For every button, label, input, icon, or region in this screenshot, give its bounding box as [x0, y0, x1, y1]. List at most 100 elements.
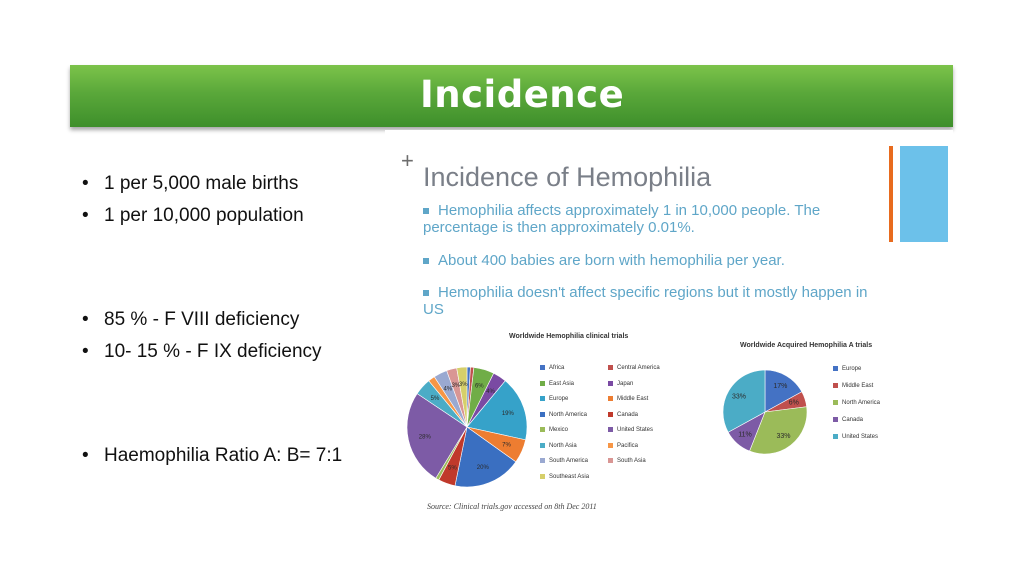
pie-data-label: 33% [777, 433, 791, 440]
legend-label: Southeast Asia [549, 473, 590, 480]
legend-label: Canada [617, 411, 639, 418]
legend-label: East Asia [549, 380, 575, 387]
embedded-bullet: Hemophilia affects approximately 1 in 10… [423, 202, 843, 236]
legend-item: Southeast Asia [540, 473, 590, 480]
bullet-text: 85 % - F VIII deficiency [104, 309, 300, 330]
legend-swatch [540, 396, 545, 401]
legend-label: United States [617, 427, 654, 434]
embedded-bullet-text: About 400 babies are born with hemophili… [438, 252, 785, 269]
legend-swatch [540, 380, 545, 386]
legend-swatch [833, 434, 838, 439]
square-bullet-icon [423, 258, 429, 265]
embedded-title: Incidence of Hemophilia [423, 162, 712, 192]
legend-swatch [540, 365, 545, 370]
legend-swatch [540, 473, 545, 479]
bullet-item: • 1 per 5,000 male births [82, 173, 299, 194]
pie-data-label: 4% [443, 386, 452, 392]
pie-slice-europe [466, 380, 528, 441]
pie-data-label: 33% [732, 394, 746, 401]
legend-item: Middle East [833, 383, 873, 389]
legend-item: North America [540, 411, 588, 418]
legend-item: Canada [608, 411, 639, 418]
bullet-item: • 1 per 10,000 population [82, 205, 304, 226]
legend-swatch [608, 411, 613, 417]
bullet-text: Haemophilia Ratio A: B= 7:1 [104, 445, 343, 466]
pie-data-label: 6% [475, 384, 484, 390]
pie-data-label: 20% [477, 465, 490, 471]
legend-label: Africa [549, 365, 565, 372]
pie-slice-europe [764, 369, 803, 413]
legend-label: Mexico [549, 427, 569, 434]
orange-accent-bar [889, 146, 893, 242]
pie-data-label: 7% [502, 443, 511, 449]
legend-label: North Asia [549, 442, 577, 449]
legend-swatch [608, 458, 613, 463]
title-bar [70, 65, 953, 127]
pie-slice-southeast-asia [456, 366, 468, 428]
pie-slice-united-states [406, 393, 468, 479]
embedded-bullet: About 400 babies are born with hemophili… [423, 252, 843, 269]
slide-title: Incidence [420, 73, 625, 116]
legend-item: Pacifica [608, 442, 639, 449]
legend-label: Japan [617, 380, 634, 387]
legend-item: Japan [608, 380, 634, 387]
legend-swatch [608, 427, 613, 432]
pie-data-label: 17% [773, 383, 787, 390]
pie-data-label: 5% [448, 466, 457, 472]
legend-label: North America [842, 400, 881, 407]
embedded-bullet-text: Hemophilia affects approximately 1 in 10… [423, 202, 821, 236]
pie-data-label: 6% [789, 400, 799, 407]
legend-item: United States [833, 434, 878, 440]
embedded-bullet: Hemophilia doesn't affect specific regio… [423, 284, 883, 318]
chart2-legend: Europe Middle East North America Canada Unit… [833, 366, 943, 446]
legend-swatch [833, 366, 838, 371]
pie-data-label: 3% [452, 383, 461, 389]
legend-swatch [540, 411, 545, 417]
legend-item: Mexico [540, 427, 568, 433]
legend-swatch [608, 442, 613, 448]
legend-label: Middle East [617, 396, 649, 403]
legend-label: Europe [549, 396, 569, 403]
legend-item: Africa [540, 365, 564, 371]
legend-label: North America [549, 411, 588, 418]
square-bullet-icon [423, 290, 429, 297]
legend-item: South America [540, 458, 588, 464]
legend-item: South Asia [608, 458, 646, 464]
pie-data-label: 11% [738, 432, 752, 439]
square-bullet-icon [423, 208, 429, 215]
legend-item: North Asia [540, 442, 577, 449]
embedded-slide-image: + Incidence of Hemophilia Hemophilia aff… [385, 130, 953, 518]
legend-item: Middle East [608, 396, 648, 402]
pie-data-label: 19% [502, 411, 515, 417]
source-note: Source: Clinical trials.gov accessed on … [427, 502, 597, 511]
legend-label: Canada [842, 417, 864, 424]
legend-swatch [608, 396, 613, 401]
bullet-text: 10- 15 % - F IX deficiency [104, 341, 322, 362]
pie-slice-united-states [722, 369, 766, 433]
blue-accent-bar [900, 146, 948, 242]
bullet-text: 1 per 10,000 population [104, 205, 304, 226]
pie-data-label: 5% [431, 396, 440, 402]
chart2-title: Worldwide Acquired Hemophilia A trials [740, 342, 873, 349]
legend-swatch [608, 380, 613, 386]
legend-label: United States [842, 434, 879, 441]
legend-item: East Asia [540, 380, 575, 387]
bullet-item: • 10- 15 % - F IX deficiency [82, 341, 322, 362]
legend-swatch [540, 442, 545, 448]
bullet-item: • Haemophilia Ratio A: B= 7:1 [82, 445, 343, 466]
pie-data-label: 4% [486, 389, 495, 395]
legend-label: Central America [617, 365, 660, 372]
plus-icon: + [401, 148, 414, 173]
legend-swatch [833, 400, 838, 405]
legend-swatch [608, 365, 613, 370]
pie-chart-acquired-hemophilia: 17% 6% 33% 11% 33% [722, 369, 808, 455]
legend-item: Central America [608, 365, 660, 371]
legend-label: South Asia [617, 458, 646, 465]
pie-data-label: 28% [419, 434, 432, 440]
legend-item: Europe [833, 366, 861, 372]
legend-label: Pacifica [617, 442, 639, 449]
pie-chart-clinical-trials: 6%4%19%7%20%5%28%5%4%3%3% [406, 366, 528, 488]
legend-item: North America [833, 400, 880, 406]
legend-swatch [833, 383, 838, 388]
legend-label: South America [549, 458, 589, 465]
